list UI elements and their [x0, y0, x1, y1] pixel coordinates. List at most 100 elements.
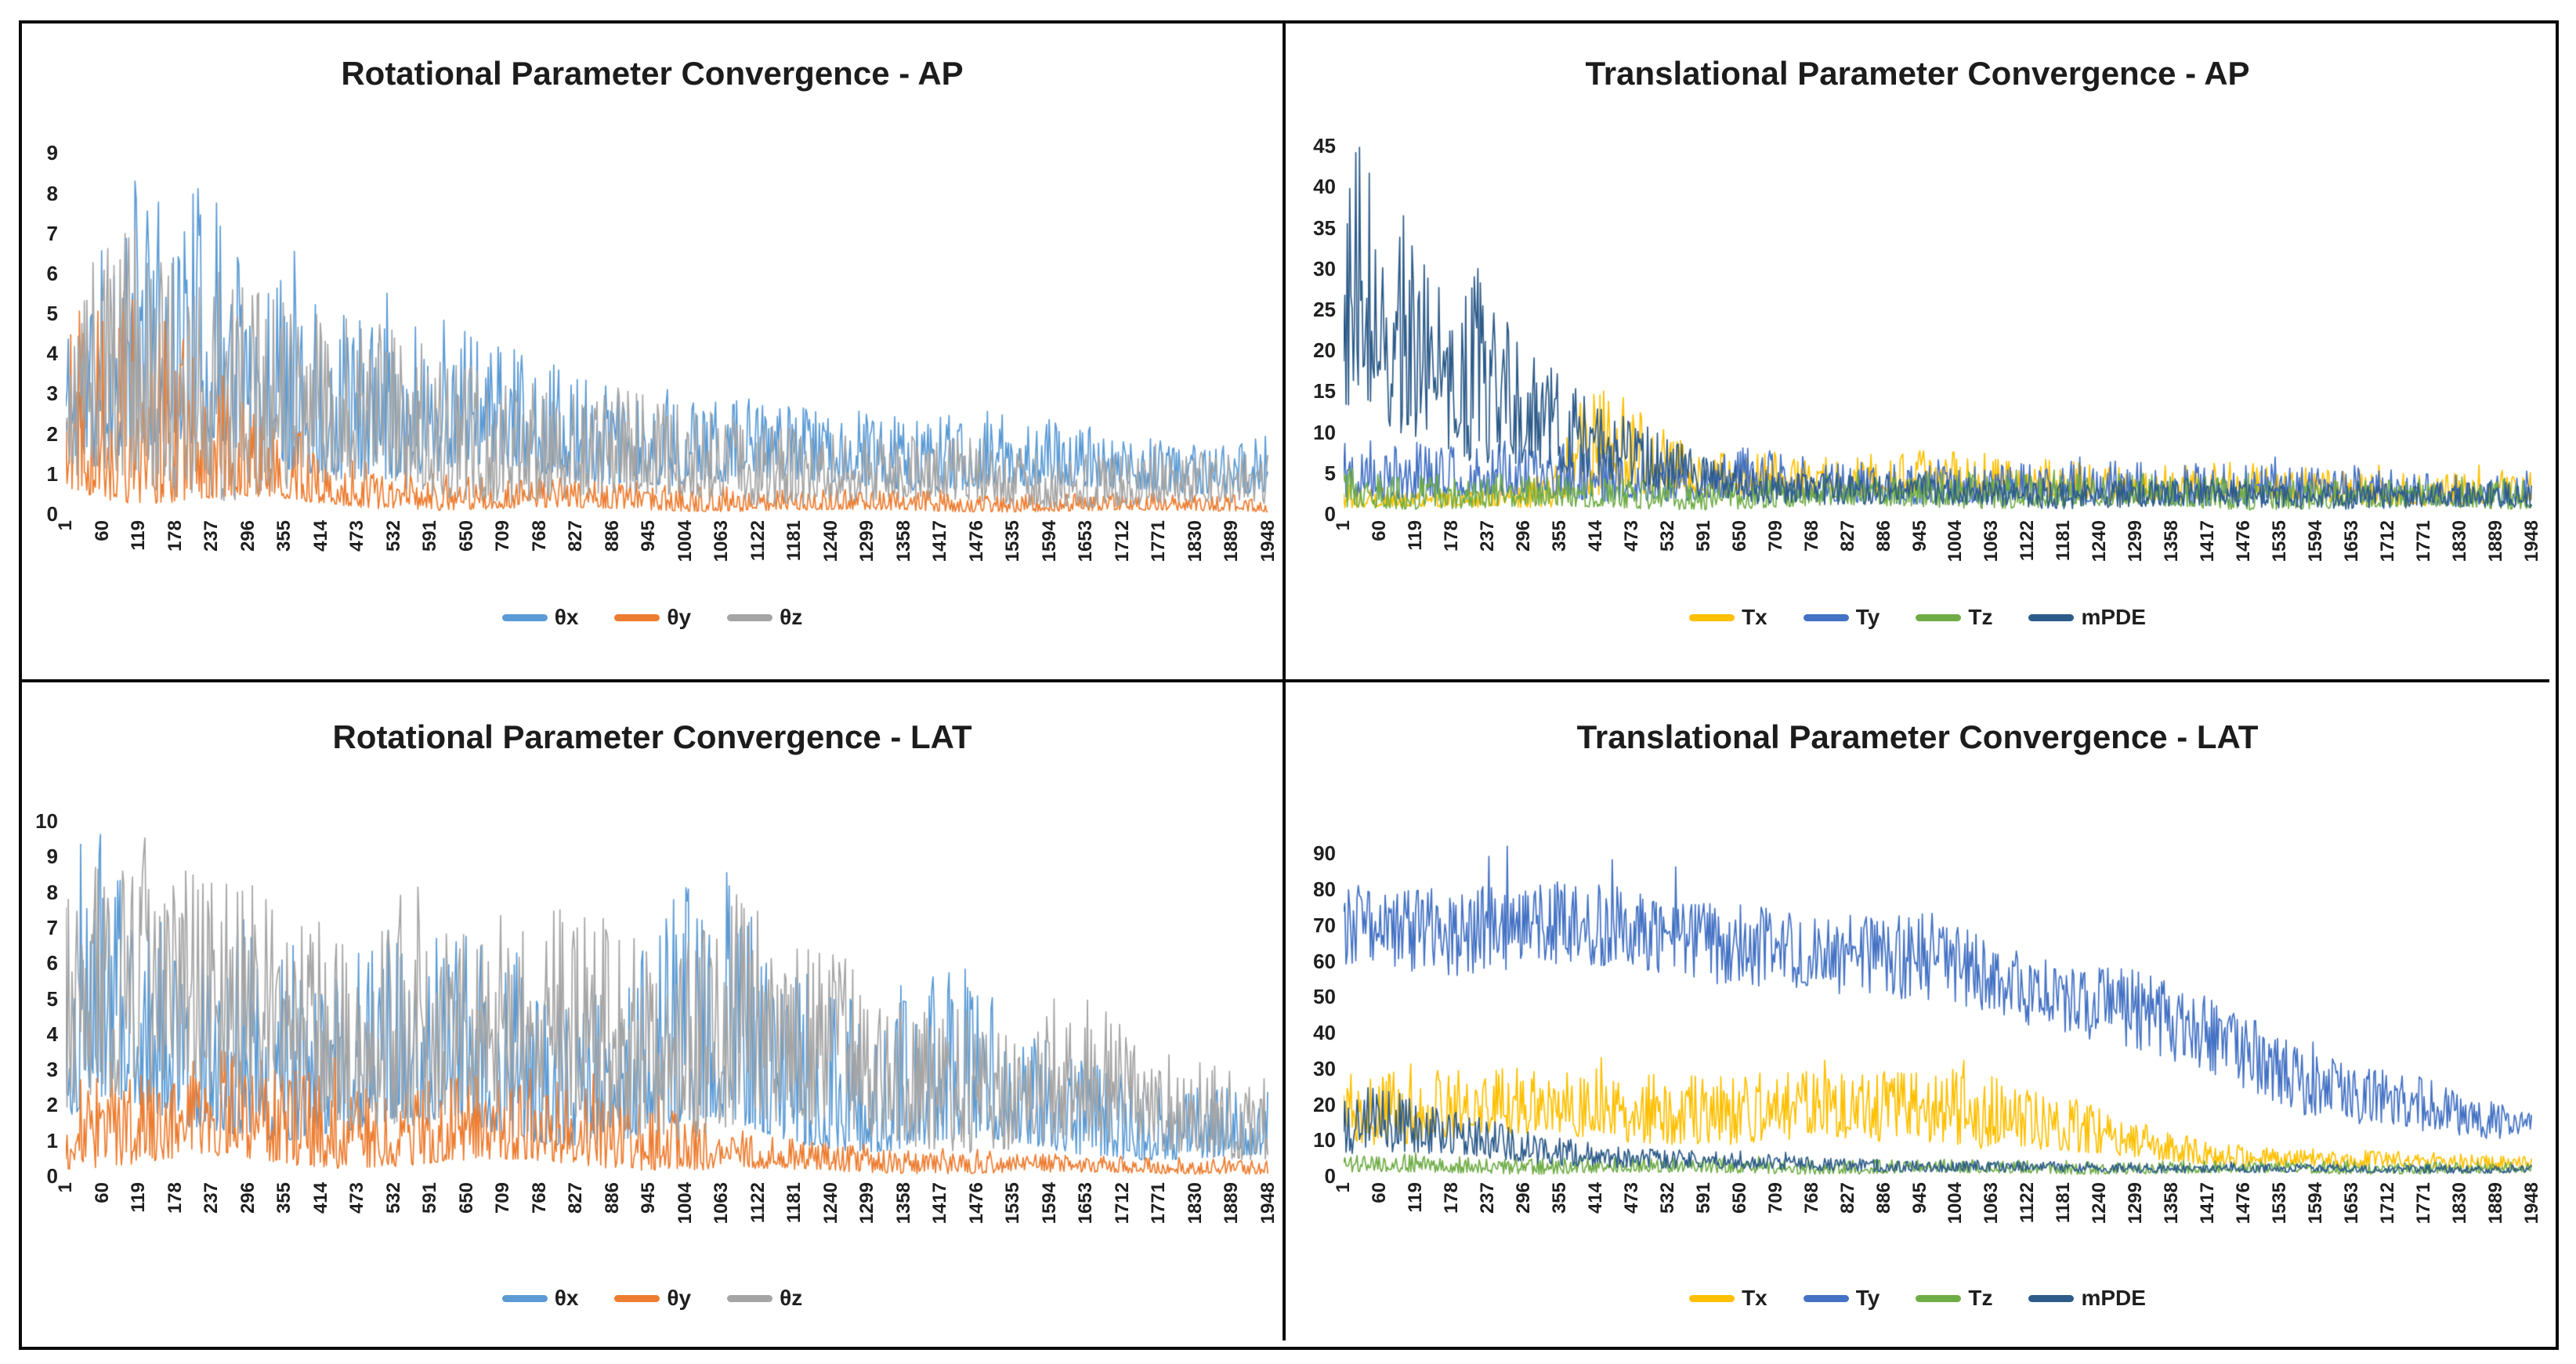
x-tick-label: 119 [1404, 1182, 1426, 1213]
legend-label: θy [667, 1286, 692, 1310]
chart-legend: θx θy θz [22, 1286, 1283, 1311]
x-tick-label: 532 [382, 520, 404, 552]
x-tick-label: 1594 [2305, 1182, 2327, 1225]
legend-label: Tz [1968, 605, 1993, 629]
legend-label: Ty [1855, 605, 1880, 629]
y-tick-label: 3 [46, 382, 58, 406]
y-tick-label: 6 [46, 261, 58, 285]
legend-line-swatch [614, 1294, 660, 1302]
x-tick-label: 768 [528, 520, 550, 552]
legend-line-swatch [1803, 613, 1849, 621]
x-tick-label: 1535 [1002, 520, 1024, 563]
x-tick-label: 1476 [965, 520, 987, 563]
x-tick-label: 1063 [1981, 520, 2003, 563]
x-tick-label: 945 [1908, 520, 1930, 552]
legend-label: θz [780, 605, 803, 629]
x-tick-label: 1358 [892, 1182, 914, 1225]
x-tick-label: 1830 [2449, 1182, 2471, 1225]
y-tick-label: 2 [46, 422, 58, 446]
legend-label: θx [554, 605, 579, 629]
y-tick-label: 10 [1313, 1128, 1336, 1152]
y-tick-label: 8 [46, 181, 58, 205]
plot-area [1344, 141, 2532, 514]
x-tick-label: 119 [128, 1182, 150, 1213]
x-tick-label: 591 [1692, 520, 1714, 552]
x-tick-label: 827 [1836, 520, 1858, 552]
x-tick-label: 1 [55, 1182, 76, 1193]
chart-legend: Tx Ty Tz mPDE [1286, 605, 2549, 630]
legend-line-swatch [501, 1294, 548, 1302]
x-tick-label: 178 [164, 1182, 186, 1214]
y-tick-label: 35 [1313, 215, 1336, 240]
x-tick-label: 1771 [1148, 520, 1170, 563]
x-tick-label: 1771 [1148, 1182, 1170, 1225]
x-tick-label: 591 [419, 1182, 441, 1214]
y-tick-label: 3 [46, 1058, 58, 1082]
x-tick-label: 709 [492, 520, 514, 552]
x-tick-label: 60 [91, 520, 113, 541]
x-tick-label: 1181 [783, 1182, 805, 1224]
y-tick-label: 9 [46, 845, 58, 869]
x-tick-label: 886 [601, 520, 623, 552]
chart-legend: θx θy θz [22, 605, 1283, 630]
chart-title: Translational Parameter Convergence - AP [1585, 55, 2250, 92]
legend-line-swatch [2028, 1294, 2075, 1302]
x-tick-label: 1830 [2449, 520, 2471, 563]
legend-line-swatch [1803, 1294, 1849, 1302]
legend-item: Ty [1803, 1286, 1880, 1311]
x-tick-label: 886 [1872, 520, 1894, 552]
x-tick-label: 119 [128, 520, 150, 551]
x-tick-label: 650 [1728, 1182, 1750, 1214]
y-tick-label: 1 [46, 461, 58, 486]
x-tick-label: 650 [455, 1182, 477, 1214]
x-tick-label: 119 [1404, 520, 1426, 551]
y-tick-label: 15 [1313, 379, 1336, 403]
x-tick-label: 414 [309, 1182, 331, 1214]
legend-item: θz [727, 1286, 802, 1311]
x-tick-label: 1358 [2161, 1182, 2183, 1225]
chart-title: Rotational Parameter Convergence - AP [341, 55, 964, 92]
x-tick-label: 1004 [1945, 520, 1966, 563]
legend-label: Ty [1855, 1286, 1880, 1310]
x-tick-label: 1535 [1002, 1182, 1024, 1225]
panel-rotational-lat: Rotational Parameter Convergence - LAT 0… [22, 682, 1286, 1340]
x-tick-label: 414 [1584, 520, 1606, 552]
x-tick-label: 473 [346, 1182, 368, 1214]
x-tick-label: 1889 [2485, 1182, 2507, 1225]
x-tick-label: 60 [1368, 520, 1390, 541]
x-tick-label: 827 [565, 520, 587, 552]
x-tick-label: 1535 [2269, 520, 2291, 563]
x-tick-label: 1 [55, 520, 76, 531]
x-tick-label: 296 [1512, 520, 1534, 552]
y-tick-label: 9 [46, 141, 58, 165]
x-tick-label: 1712 [2377, 520, 2399, 563]
x-tick-label: 1476 [965, 1182, 987, 1225]
x-tick-label: 591 [419, 520, 441, 552]
x-tick-label: 709 [1764, 1182, 1786, 1214]
y-tick-label: 0 [1324, 502, 1336, 526]
legend-line-swatch [2028, 613, 2075, 621]
legend-line-swatch [1916, 613, 1962, 621]
x-tick-label: 1476 [2233, 520, 2255, 563]
x-tick-label: 178 [1440, 1182, 1462, 1214]
x-tick-label: 1948 [2521, 520, 2542, 563]
legend-item: θx [501, 605, 579, 630]
legend-line-swatch [1689, 1294, 1735, 1302]
x-tick-label: 1594 [1038, 520, 1060, 563]
x-tick-label: 296 [1512, 1182, 1534, 1214]
legend-line-swatch [727, 613, 773, 621]
x-tick-label: 1181 [2053, 1182, 2075, 1224]
legend-label: mPDE [2081, 605, 2146, 629]
legend-line-swatch [501, 613, 548, 621]
y-tick-label: 40 [1313, 175, 1336, 199]
x-tick-label: 355 [1548, 1182, 1570, 1214]
legend-label: Tx [1742, 1286, 1767, 1310]
chart-legend: Tx Ty Tz mPDE [1286, 1286, 2549, 1311]
x-tick-label: 1240 [819, 520, 841, 563]
legend-item: Tz [1916, 1286, 1992, 1311]
x-tick-label: 1594 [1038, 1182, 1060, 1225]
x-tick-label: 1004 [1945, 1182, 1966, 1225]
x-tick-label: 1122 [2017, 1182, 2039, 1224]
x-tick-label: 1122 [747, 1182, 769, 1224]
x-tick-label: 1830 [1184, 1182, 1206, 1225]
